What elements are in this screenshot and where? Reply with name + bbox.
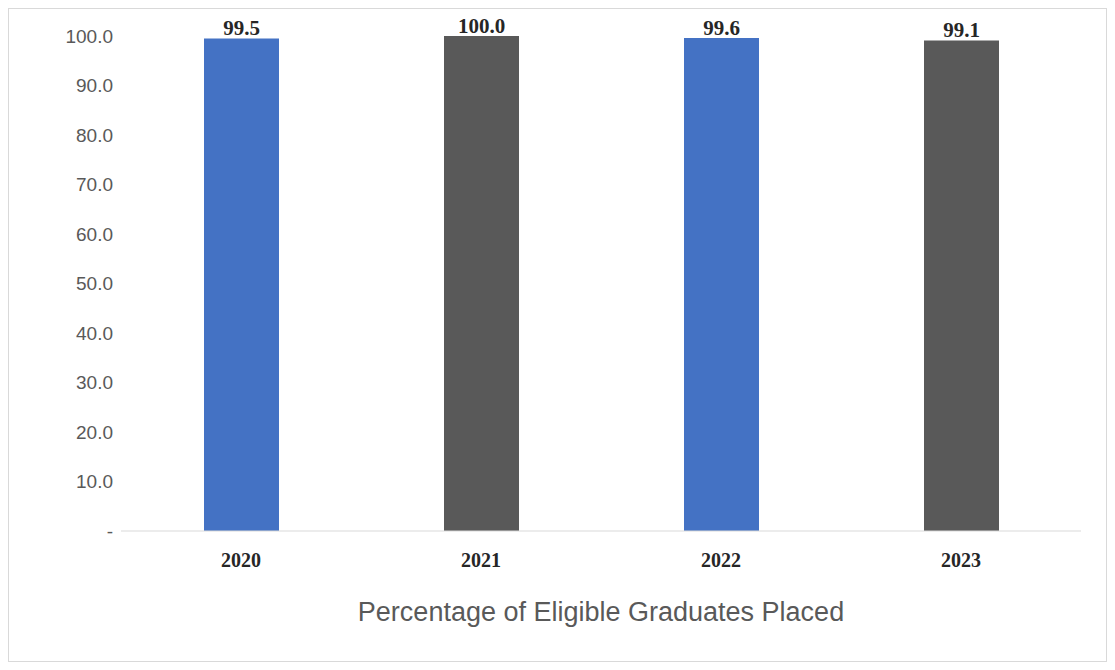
svg-text:90.0: 90.0 (76, 75, 113, 96)
svg-text:-: - (107, 521, 113, 542)
svg-text:2023: 2023 (941, 549, 981, 571)
svg-text:100.0: 100.0 (65, 26, 113, 47)
svg-text:60.0: 60.0 (76, 224, 113, 245)
svg-text:80.0: 80.0 (76, 125, 113, 146)
svg-text:99.1: 99.1 (943, 18, 980, 42)
svg-text:2020: 2020 (221, 549, 261, 571)
svg-text:40.0: 40.0 (76, 323, 113, 344)
svg-text:30.0: 30.0 (76, 372, 113, 393)
svg-text:99.5: 99.5 (223, 16, 260, 40)
svg-text:2021: 2021 (461, 549, 501, 571)
svg-text:2022: 2022 (701, 549, 741, 571)
svg-text:70.0: 70.0 (76, 174, 113, 195)
svg-text:99.6: 99.6 (703, 16, 740, 40)
svg-text:Percentage of Eligible Graduat: Percentage of Eligible Graduates Placed (358, 597, 844, 627)
svg-text:100.0: 100.0 (458, 14, 505, 38)
svg-text:50.0: 50.0 (76, 273, 113, 294)
svg-text:10.0: 10.0 (76, 471, 113, 492)
svg-text:20.0: 20.0 (76, 422, 113, 443)
